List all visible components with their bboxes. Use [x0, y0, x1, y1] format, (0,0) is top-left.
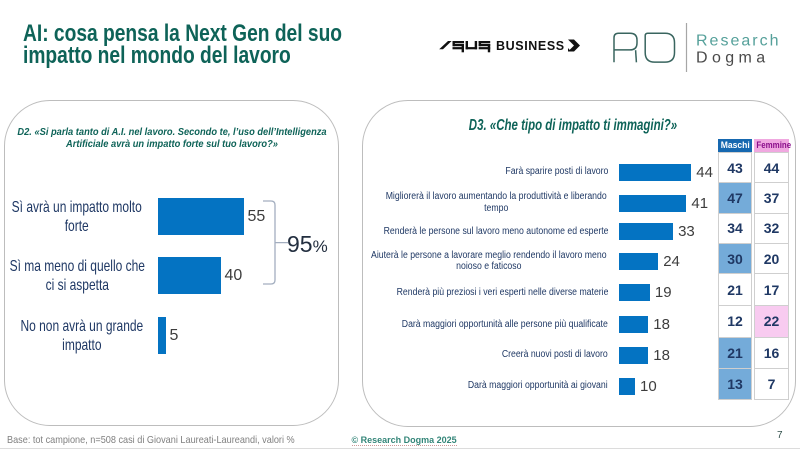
svg-text:BUSINESS: BUSINESS: [496, 39, 565, 53]
svg-text:Dogma: Dogma: [696, 49, 770, 66]
svg-text:Research: Research: [696, 32, 780, 49]
